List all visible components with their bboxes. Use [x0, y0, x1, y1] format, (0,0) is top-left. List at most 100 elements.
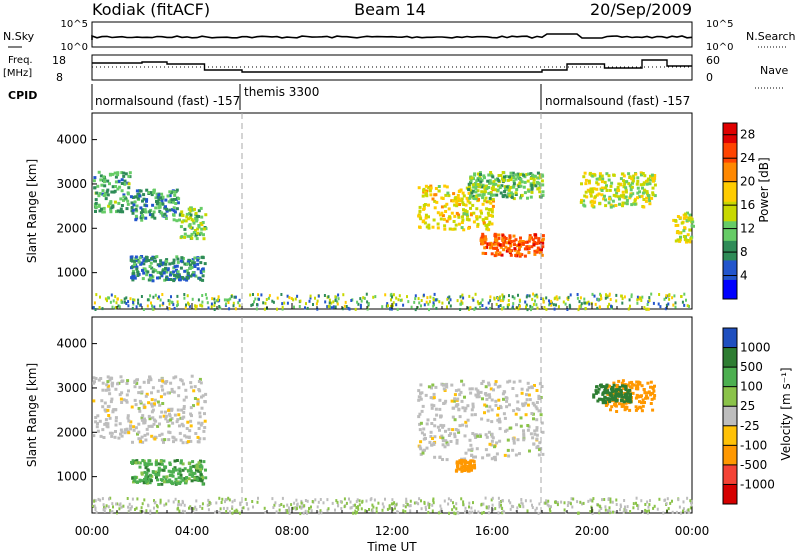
ground-scatter-cell — [469, 306, 472, 310]
ground-scatter-cell — [464, 510, 466, 514]
ground-scatter-cell — [569, 305, 572, 309]
echo-cell — [182, 407, 186, 411]
ground-scatter-cell — [409, 499, 412, 503]
echo-cell — [189, 439, 193, 443]
freq-panel: Freq. [MHz] 18 8 60 0 Nave — [3, 54, 788, 89]
echo-cell — [484, 223, 488, 227]
echo-cell — [523, 247, 527, 251]
ground-scatter-cell — [436, 298, 439, 302]
ground-scatter-cell — [317, 511, 320, 515]
echo-cell — [522, 434, 526, 438]
ground-scatter-cell — [467, 306, 470, 310]
echo-cell — [418, 215, 422, 219]
ground-scatter-cell — [225, 510, 228, 513]
echo-cell — [199, 269, 203, 273]
echo-cell — [109, 210, 113, 214]
echo-cell — [143, 405, 147, 409]
echo-cell — [168, 412, 171, 416]
echo-cell — [135, 265, 139, 269]
ground-scatter-cell — [226, 506, 229, 510]
echo-cell — [141, 199, 144, 203]
echo-cell — [191, 208, 195, 212]
echo-cell — [141, 277, 145, 281]
ground-scatter-cell — [611, 500, 614, 504]
echo-cell — [509, 253, 513, 257]
ground-scatter-cell — [228, 498, 231, 502]
echo-cell — [445, 185, 449, 189]
echo-cell — [163, 278, 167, 282]
echo-cell — [156, 389, 160, 393]
echo-cell — [514, 238, 518, 242]
echo-cell — [142, 262, 146, 266]
echo-cell — [130, 206, 134, 209]
echo-cell — [204, 476, 208, 480]
ground-scatter-cell — [153, 499, 155, 503]
echo-cell — [203, 426, 207, 429]
ground-scatter-cell — [93, 504, 96, 508]
echo-cell — [491, 175, 495, 179]
colorbar-swatch — [723, 201, 737, 222]
echo-cell — [467, 182, 471, 186]
ground-scatter-cell — [292, 298, 295, 302]
ground-scatter-cell — [671, 296, 674, 300]
echo-cell — [141, 208, 144, 212]
ground-scatter-cell — [501, 507, 504, 510]
echo-cell — [178, 218, 181, 222]
echo-cell — [485, 200, 489, 204]
freq-trace — [92, 59, 692, 73]
ground-scatter-cell — [686, 509, 689, 513]
echo-cell — [164, 205, 167, 209]
echo-cell — [623, 182, 627, 186]
ground-scatter-cell — [667, 507, 670, 511]
ground-scatter-cell — [99, 295, 101, 299]
colorbar-swatch — [723, 162, 737, 183]
ground-scatter-cell — [519, 304, 521, 308]
echo-cell — [456, 428, 460, 432]
echo-cell — [114, 387, 118, 391]
echo-cell — [461, 406, 465, 410]
echo-cell — [147, 378, 151, 382]
echo-cell — [505, 428, 509, 432]
echo-cell — [144, 466, 148, 470]
echo-cell — [154, 206, 158, 210]
echo-cell — [191, 261, 195, 265]
echo-cell — [107, 388, 111, 392]
echo-cell — [541, 190, 545, 194]
ground-scatter-cell — [658, 293, 661, 296]
echo-cell — [114, 180, 118, 184]
ground-scatter-cell — [231, 500, 234, 504]
ground-scatter-cell — [581, 502, 583, 506]
ground-scatter-cell — [195, 508, 198, 512]
echo-cell — [490, 398, 494, 402]
ground-scatter-cell — [317, 500, 320, 504]
echo-cell — [470, 408, 474, 412]
echo-cell — [508, 241, 512, 245]
echo-cell — [145, 204, 149, 208]
echo-cell — [640, 194, 644, 198]
echo-cell — [181, 462, 185, 466]
nave-label: Nave — [760, 64, 788, 77]
ground-scatter-cell — [428, 503, 431, 506]
echo-cell — [130, 460, 133, 464]
echo-cell — [467, 469, 470, 473]
colorbar-swatch — [723, 347, 737, 368]
echo-cell — [509, 171, 513, 175]
echo-cell — [497, 417, 501, 421]
echo-cell — [634, 387, 638, 391]
nsky-panel: N.Sky 10^5 10^0 10^5 10^0 N.Search — [3, 19, 796, 53]
echo-cell — [464, 459, 468, 463]
echo-cell — [539, 413, 543, 417]
echo-cell — [127, 186, 131, 190]
echo-cell — [460, 197, 464, 201]
echo-cell — [479, 173, 482, 176]
echo-cell — [163, 392, 167, 396]
echo-cell — [161, 202, 165, 206]
echo-cell — [144, 216, 148, 220]
ground-scatter-cell — [316, 307, 319, 311]
ground-scatter-cell — [446, 305, 448, 309]
echo-cell — [454, 428, 458, 431]
echo-cell — [622, 400, 626, 404]
echo-cell — [621, 190, 625, 194]
ground-scatter-cell — [233, 509, 236, 513]
echo-cell — [489, 191, 493, 194]
